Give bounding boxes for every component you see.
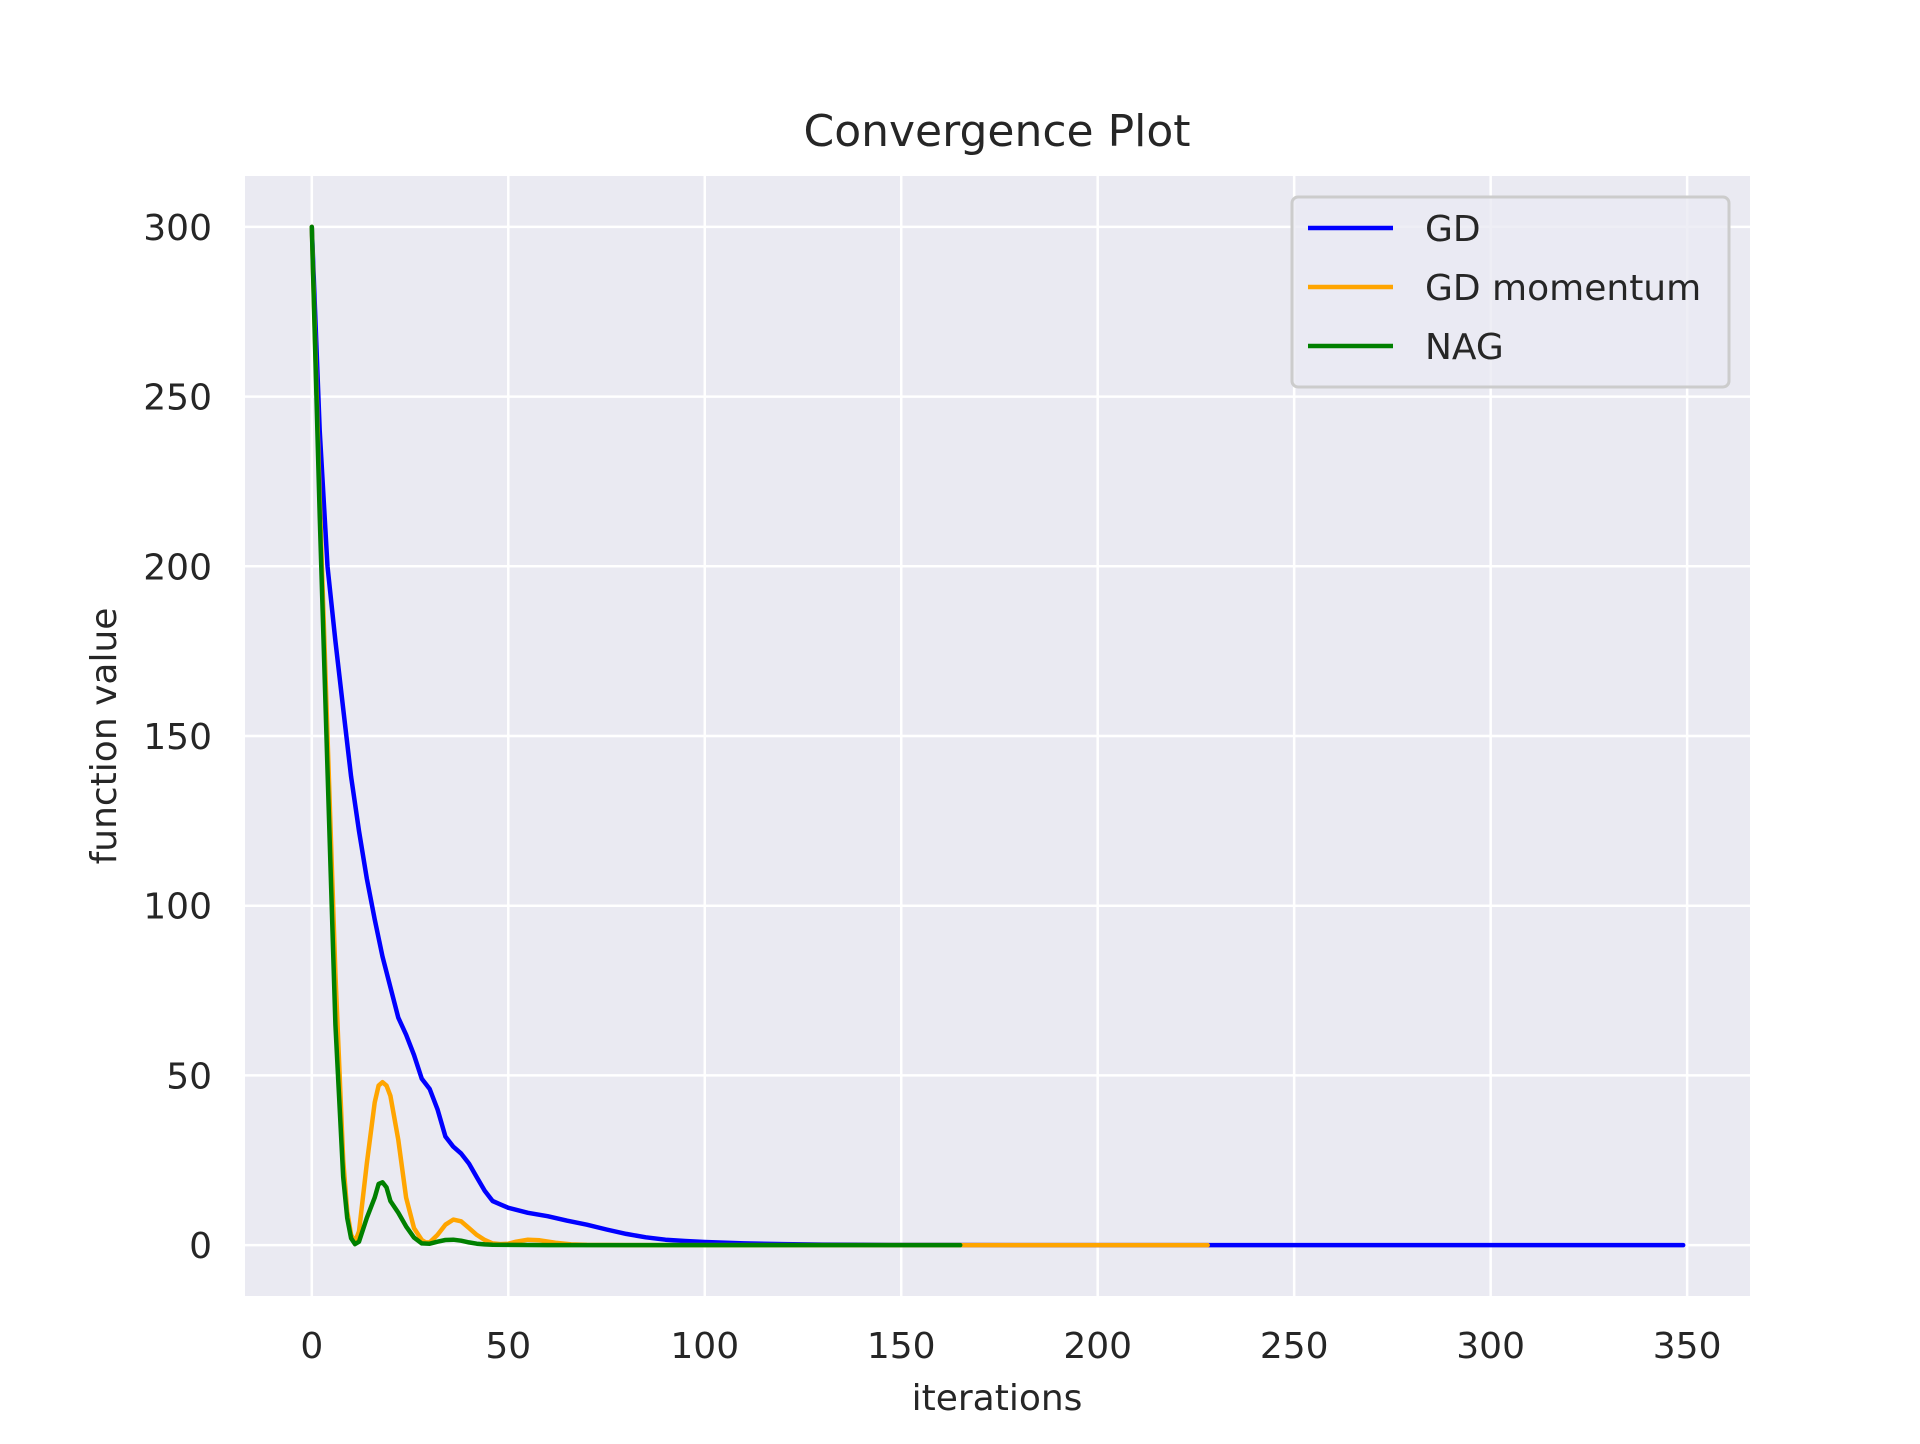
legend-box <box>1290 195 1731 389</box>
x-tick-label: 0 <box>300 1326 323 1367</box>
chart-title: Convergence Plot <box>803 106 1190 157</box>
x-tick-label: 100 <box>670 1326 739 1367</box>
series-lines <box>309 224 1686 1248</box>
x-tick-label: 300 <box>1456 1326 1525 1367</box>
x-tick-label: 250 <box>1260 1326 1329 1367</box>
y-axis-label: function value <box>84 608 125 865</box>
x-tick-label: 150 <box>867 1326 936 1367</box>
x-tick-label: 350 <box>1653 1326 1722 1367</box>
x-tick-label: 50 <box>485 1326 531 1367</box>
x-tick-label: 200 <box>1063 1326 1132 1367</box>
y-tick-label: 150 <box>143 717 212 758</box>
legend: GD GD momentum NAG <box>1290 195 1731 389</box>
y-tick-label: 0 <box>189 1226 212 1267</box>
y-tick-label: 50 <box>166 1056 212 1097</box>
y-tick-label: 200 <box>143 547 212 588</box>
y-tick-label: 300 <box>143 208 212 249</box>
series-line-nag <box>309 224 963 1248</box>
tick-labels: 0 50 100 150 200 250 300 350 0 50 100 150 200 250 300 <box>143 208 1721 1367</box>
y-tick-label: 250 <box>143 378 212 419</box>
legend-label-gd-momentum: GD momentum <box>1425 268 1701 309</box>
y-tick-label: 100 <box>143 887 212 928</box>
x-axis-label: iterations <box>912 1378 1083 1419</box>
legend-label-gd: GD <box>1425 209 1481 250</box>
legend-label-nag: NAG <box>1425 327 1504 368</box>
